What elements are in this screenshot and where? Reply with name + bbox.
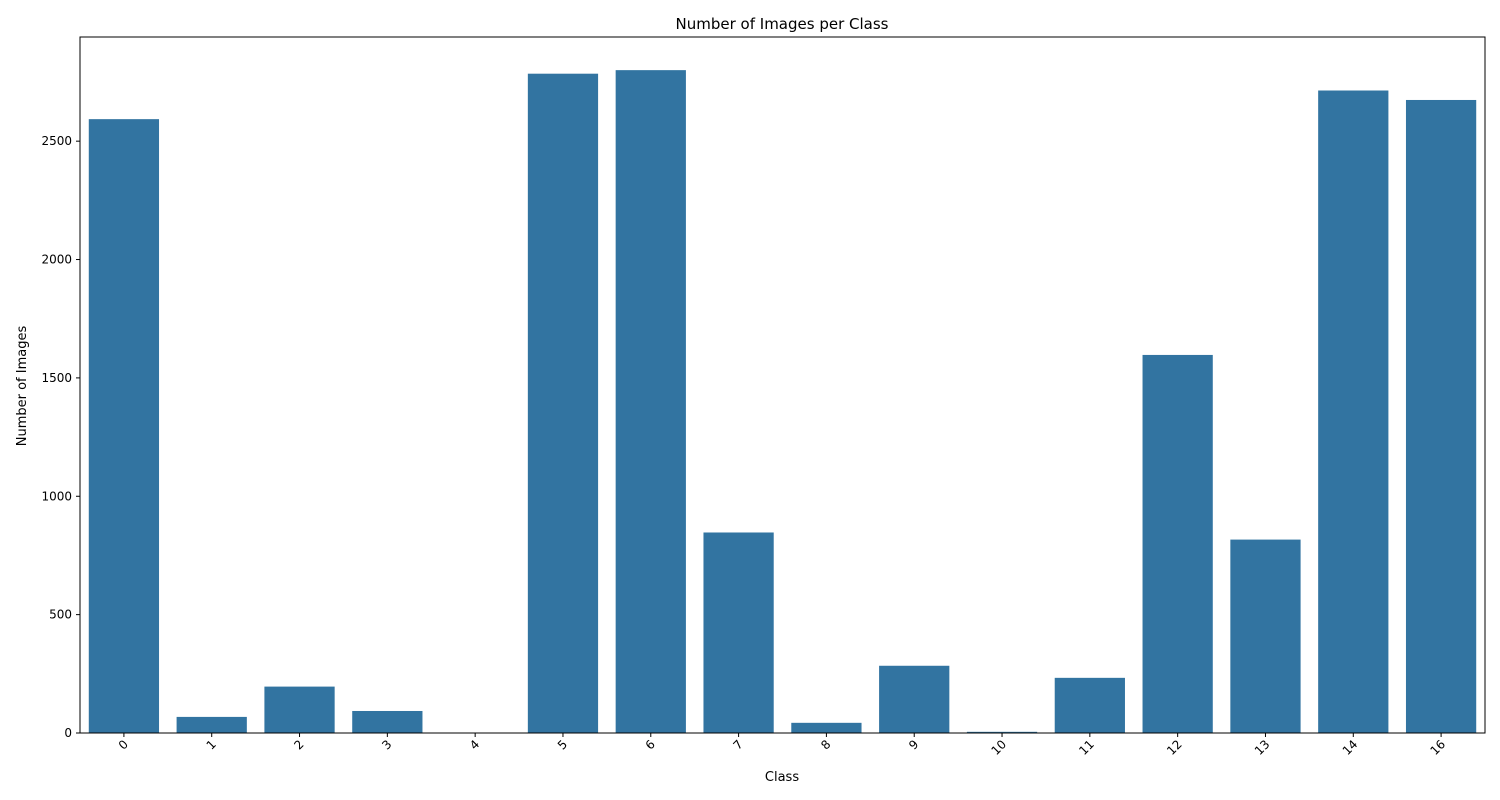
bar-class-9 [879,665,950,733]
x-tick-label: 12 [1164,737,1185,758]
x-tick-label: 2 [291,737,306,752]
y-axis-label: Number of Images [15,326,30,447]
bar-class-1 [176,716,247,733]
y-tick-label: 2500 [41,134,72,148]
y-tick-label: 1000 [41,489,72,503]
bar-class-14 [1318,90,1389,734]
bar-class-6 [615,70,686,733]
x-tick-label: 5 [555,737,570,752]
x-tick-label: 6 [643,737,658,752]
y-tick-label: 2000 [41,253,72,267]
y-tick-label: 500 [49,608,72,622]
y-tick-label: 1500 [41,371,72,385]
x-tick-label: 9 [906,737,921,752]
x-tick-label: 13 [1252,737,1273,758]
x-tick-label: 10 [988,737,1009,758]
bar-class-3 [352,710,423,733]
plot-frame [79,36,1486,734]
y-tick-label: 0 [64,726,72,740]
x-tick-label: 1 [204,737,219,752]
bar-class-8 [791,722,862,733]
x-tick-label: 8 [818,737,833,752]
x-tick-label: 14 [1340,737,1361,758]
x-tick-label: 3 [379,737,394,752]
x-tick-label: 0 [116,737,131,752]
x-tick-label: 16 [1428,737,1449,758]
x-tick-label: 4 [467,737,482,752]
bar-class-7 [703,532,774,733]
x-axis-ticks: 0 1 2 3 4 5 6 7 8 9 10 11 12 13 14 16 [116,733,1448,758]
bar-class-5 [527,73,599,734]
bar-class-11 [1054,677,1125,733]
x-tick-label: 11 [1076,737,1097,758]
bar-class-12 [1142,354,1213,733]
bar-class-10 [966,731,1038,733]
bar-class-13 [1230,539,1301,733]
x-axis-label: Class [765,770,799,785]
bar-class-2 [264,686,335,733]
chart-title: Number of Images per Class [676,15,889,33]
bar-class-16 [1405,99,1477,733]
y-axis-ticks: 0 500 1000 1500 2000 2500 [41,134,80,740]
bars-group [88,70,1477,734]
x-tick-label: 7 [730,737,745,752]
bar-class-0 [88,119,160,733]
